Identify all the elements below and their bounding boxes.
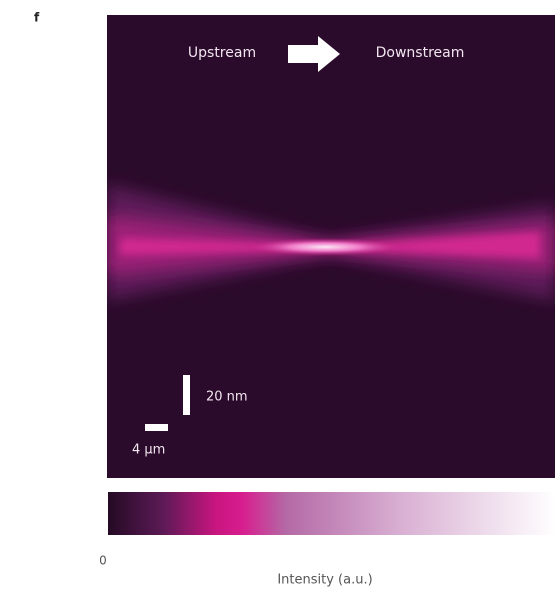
horizontal-scale-label: 4 µm (132, 443, 165, 458)
colorbar (108, 492, 555, 535)
upstream-label: Upstream (188, 45, 256, 61)
downstream-label: Downstream (376, 45, 465, 61)
beam-waist (245, 238, 405, 256)
vertical-scale-bar (183, 375, 190, 415)
horizontal-scale-bar (145, 424, 168, 431)
colorbar-min-label: 0 (99, 554, 107, 568)
colorbar-title: Intensity (a.u.) (277, 573, 372, 588)
panel-label: f (34, 11, 40, 25)
page: f Upstream Downstream 20 nm 4 µm 0 Inten… (0, 0, 555, 595)
vertical-scale-label: 20 nm (206, 390, 248, 405)
figure-panel: f Upstream Downstream 20 nm 4 µm 0 Inten… (0, 0, 555, 595)
